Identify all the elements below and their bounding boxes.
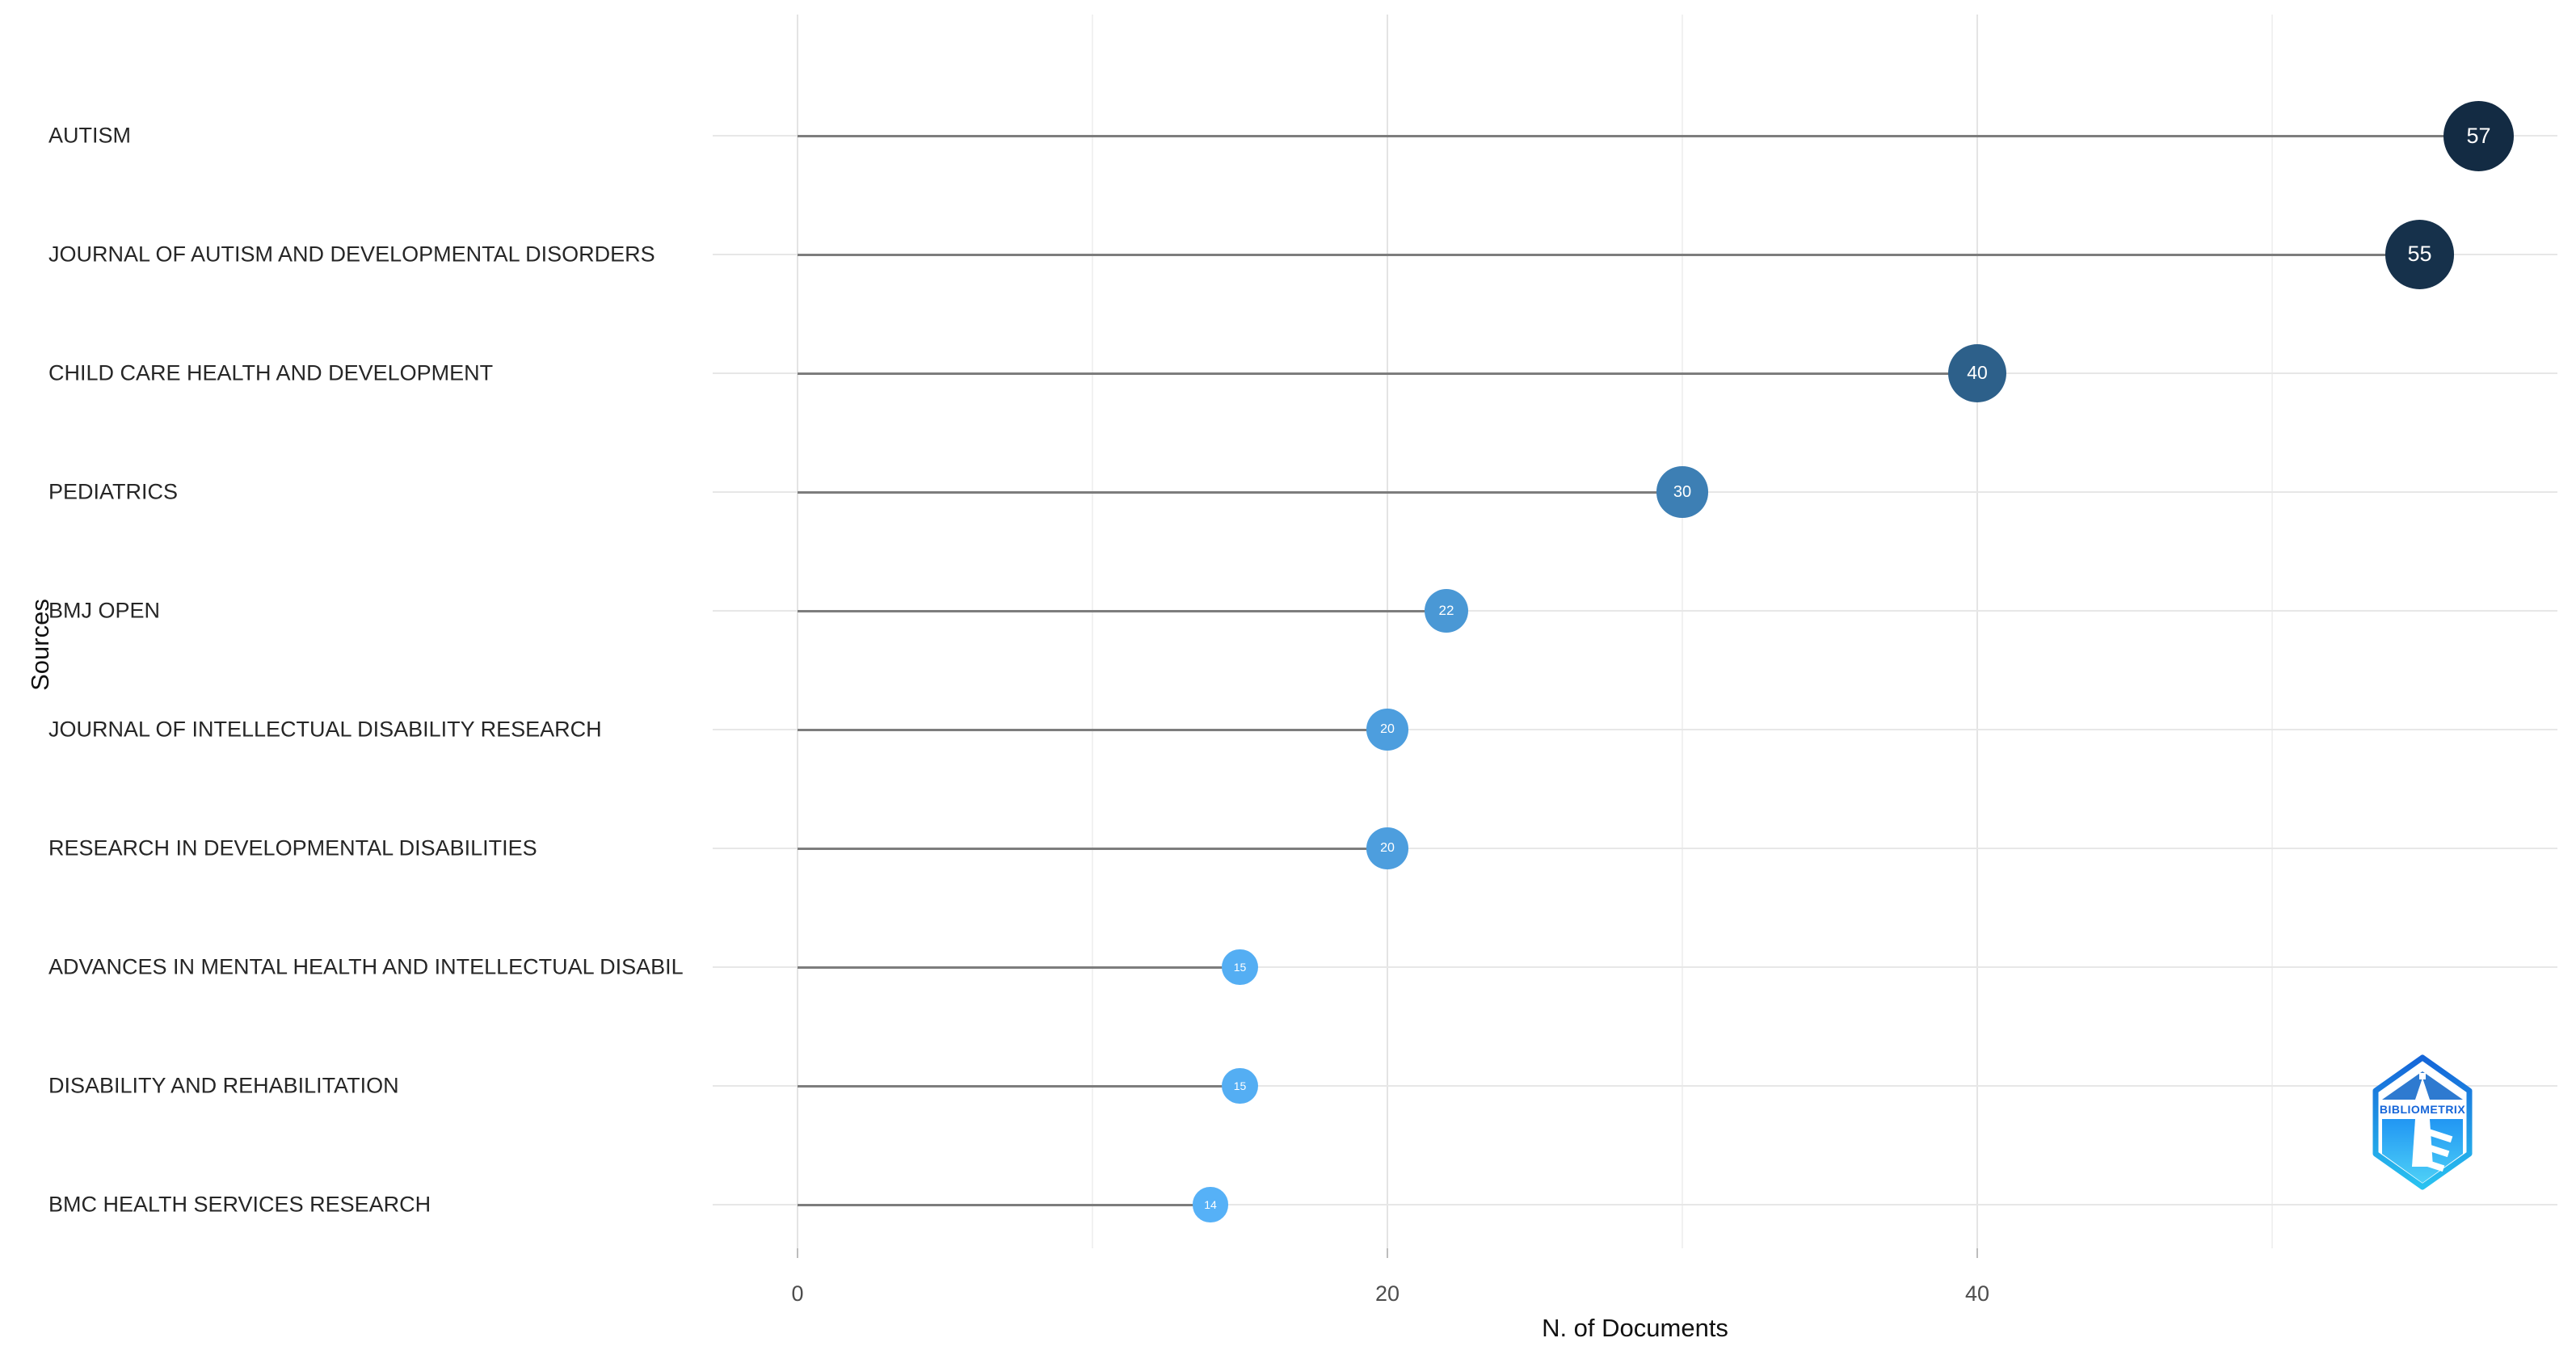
y-axis-title: Sources bbox=[26, 599, 54, 691]
data-point[interactable]: 22 bbox=[1424, 588, 1469, 633]
logo-text: BIBLIOMETRIX bbox=[2380, 1103, 2465, 1116]
lollipop-stem bbox=[798, 1084, 1240, 1088]
lollipop-stem bbox=[798, 966, 1240, 969]
data-point[interactable]: 20 bbox=[1366, 709, 1408, 751]
data-point[interactable]: 57 bbox=[2443, 100, 2514, 171]
row-gridline bbox=[713, 1085, 2557, 1087]
logo-lighthouse-top bbox=[2415, 1078, 2430, 1100]
major-gridline bbox=[1387, 15, 1388, 1248]
source-label: BMJ OPEN bbox=[48, 598, 161, 623]
data-point[interactable]: 14 bbox=[1193, 1187, 1228, 1222]
row-gridline bbox=[713, 610, 2557, 612]
x-tick-mark bbox=[1976, 1248, 1978, 1258]
row-gridline bbox=[713, 1204, 2557, 1205]
lollipop-stem bbox=[798, 1203, 1210, 1206]
minor-gridline bbox=[1092, 15, 1093, 1248]
x-tick-label: 40 bbox=[1964, 1281, 1990, 1306]
data-point[interactable]: 15 bbox=[1222, 949, 1258, 986]
row-gridline bbox=[713, 966, 2557, 968]
lollipop-stem bbox=[798, 372, 1977, 375]
major-gridline bbox=[1976, 15, 1978, 1248]
data-point[interactable]: 55 bbox=[2384, 220, 2455, 289]
lollipop-stem bbox=[798, 490, 1682, 494]
major-gridline bbox=[797, 15, 798, 1248]
x-tick-label: 20 bbox=[1374, 1281, 1400, 1306]
data-point[interactable]: 40 bbox=[1947, 343, 2007, 403]
lollipop-stem bbox=[798, 253, 2420, 256]
source-label: JOURNAL OF AUTISM AND DEVELOPMENTAL DISO… bbox=[48, 242, 655, 267]
source-label: PEDIATRICS bbox=[48, 479, 179, 504]
x-tick-label: 0 bbox=[791, 1281, 804, 1306]
data-point[interactable]: 20 bbox=[1366, 827, 1408, 869]
x-tick-mark bbox=[1387, 1248, 1388, 1258]
source-label: AUTISM bbox=[48, 123, 132, 148]
minor-gridline bbox=[1682, 15, 1683, 1248]
row-gridline bbox=[713, 729, 2557, 730]
data-point[interactable]: 30 bbox=[1656, 466, 1708, 518]
bibliometrix-logo: BIBLIOMETRIX bbox=[2372, 1054, 2473, 1190]
lollipop-stem bbox=[798, 847, 1387, 850]
source-label: JOURNAL OF INTELLECTUAL DISABILITY RESEA… bbox=[48, 717, 602, 742]
source-label: RESEARCH IN DEVELOPMENTAL DISABILITIES bbox=[48, 835, 537, 860]
lollipop-stem bbox=[798, 728, 1387, 731]
lollipop-stem bbox=[798, 609, 1446, 612]
row-gridline bbox=[713, 848, 2557, 849]
data-point[interactable]: 15 bbox=[1222, 1067, 1258, 1104]
logo-stairs bbox=[2416, 1128, 2453, 1172]
source-label: DISABILITY AND REHABILITATION bbox=[48, 1073, 399, 1098]
source-label: BMC HEALTH SERVICES RESEARCH bbox=[48, 1192, 431, 1217]
source-label: ADVANCES IN MENTAL HEALTH AND INTELLECTU… bbox=[48, 954, 684, 979]
lollipop-stem bbox=[798, 134, 2479, 137]
logo-text-band bbox=[2382, 1100, 2463, 1119]
x-axis-title: N. of Documents bbox=[1542, 1314, 1728, 1342]
source-label: CHILD CARE HEALTH AND DEVELOPMENT bbox=[48, 360, 494, 385]
minor-gridline bbox=[2271, 15, 2273, 1248]
x-tick-mark bbox=[797, 1248, 798, 1258]
